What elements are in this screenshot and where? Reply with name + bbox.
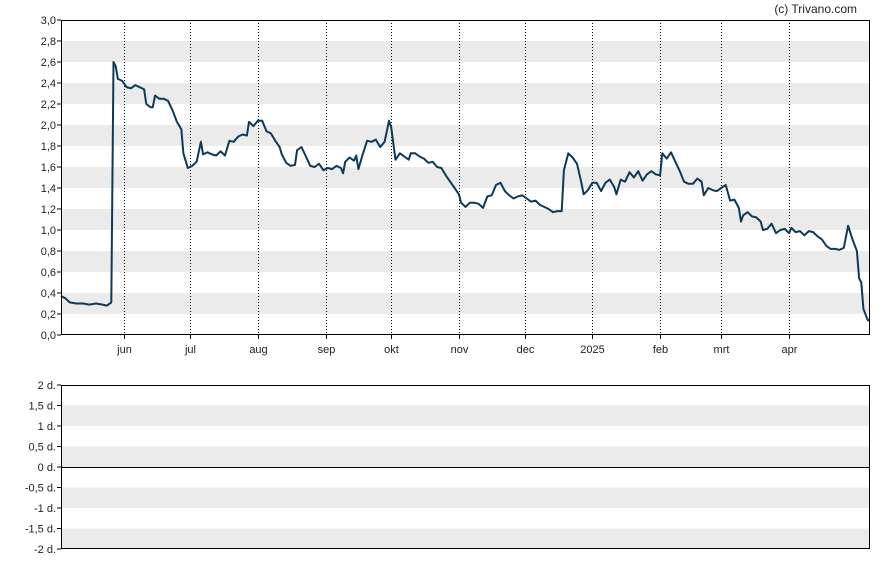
grid-band [61, 167, 870, 188]
y-tick-label: 3,0 [41, 15, 56, 27]
grid-band [61, 405, 870, 426]
y-tick-label: -0,5 d. [25, 483, 56, 495]
x-tick-label: okt [384, 344, 399, 356]
volume-panel: -2 d. -1,5 d. -1 d. -0,5 d. 0 d. 0,5 d. 1 d. 1,… [25, 380, 870, 556]
y-tick-label: 2,6 [41, 57, 56, 69]
x-tick-label: feb [653, 344, 668, 356]
y-tick-label: 0,8 [41, 246, 56, 258]
y-tick-label: 2,2 [41, 99, 56, 111]
y-tick-label: 2,4 [41, 78, 56, 90]
grid-band [61, 293, 870, 314]
credit-text: (c) Trivano.com [774, 2, 857, 16]
y-tick-label: 0,4 [41, 288, 56, 300]
grid-band [61, 41, 870, 62]
plot-frame [61, 20, 870, 335]
x-tick-label: nov [451, 344, 469, 356]
grid-band [61, 209, 870, 230]
x-tick-label: mrt [714, 344, 730, 356]
x-tick-label: aug [249, 344, 267, 356]
y-tick-label: 0,5 d. [28, 442, 56, 454]
grid-band [61, 125, 870, 146]
grid-band [61, 528, 870, 549]
y-tick-label: -2 d. [34, 544, 56, 556]
price-panel: jun jul aug sep okt nov dec 2025 feb mrt apr 0,0 0,2… [41, 15, 870, 356]
price-line [60, 61, 870, 322]
x-tick-label: jul [184, 344, 196, 356]
x-tick-label: sep [318, 344, 336, 356]
y-tick-label: 2,8 [41, 36, 56, 48]
y-tick-label: 1,2 [41, 204, 56, 216]
y-tick-label: 1,5 d. [28, 401, 56, 413]
y-tick-label: 0,6 [41, 267, 56, 279]
plot-frame [61, 385, 870, 549]
y-tick-label: 1,8 [41, 141, 56, 153]
grid-band [61, 446, 870, 467]
y-tick-label: 0,0 [41, 330, 56, 342]
y-tick-label: 1,0 [41, 225, 56, 237]
y-tick-label: -1 d. [34, 503, 56, 515]
y-tick-label: 0,2 [41, 309, 56, 321]
y-tick-label: 1,6 [41, 162, 56, 174]
x-tick-label: jun [116, 344, 132, 356]
grid-band [61, 83, 870, 104]
grid-band [61, 487, 870, 508]
x-tick-label: apr [782, 344, 798, 356]
y-tick-label: 1 d. [38, 421, 56, 433]
y-tick-label: 1,4 [41, 183, 56, 195]
y-tick-label: 2 d. [38, 380, 56, 392]
x-tick-label: 2025 [580, 344, 604, 356]
y-tick-label: 0 d. [38, 462, 56, 474]
y-tick-label: -1,5 d. [25, 524, 56, 536]
y-tick-label: 2,0 [41, 120, 56, 132]
grid-band [61, 251, 870, 272]
x-tick-label: dec [517, 344, 535, 356]
